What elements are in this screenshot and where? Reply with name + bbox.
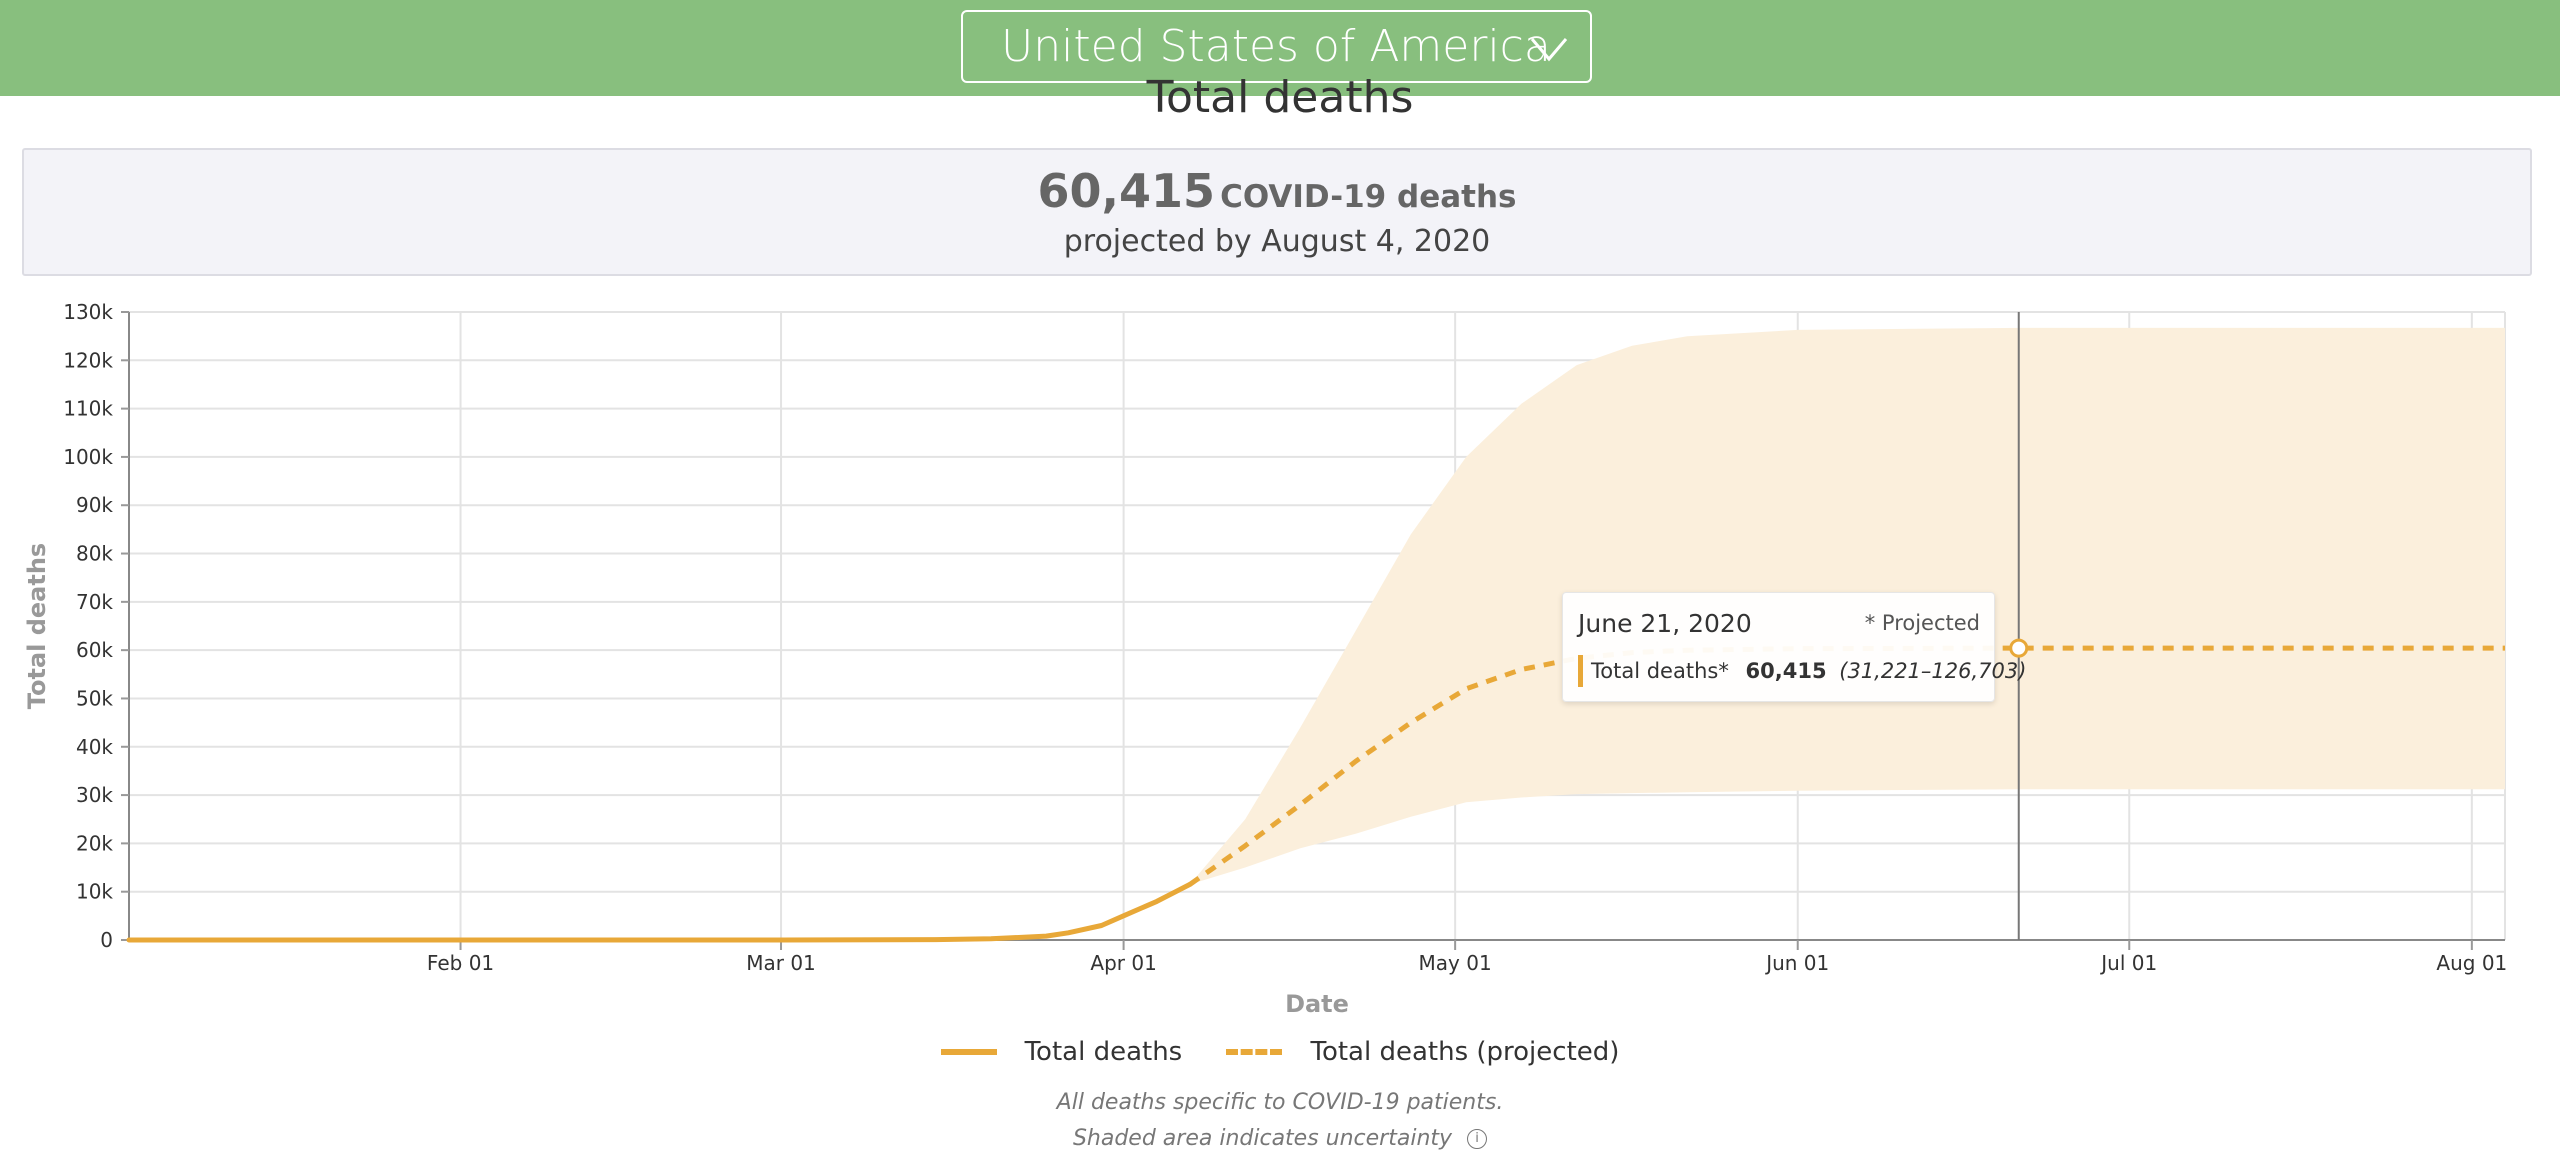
footnote-uncertainty-text: Shaded area indicates uncertainty [1072,1126,1453,1151]
y-tick-label: 30k [76,783,113,807]
x-tick-label: May 01 [1419,951,1492,975]
summary-unit: COVID-19 deaths [1220,179,1517,215]
y-tick-label: 110k [63,397,113,421]
x-tick-label: Feb 01 [427,951,494,975]
legend-swatch-dashed [1226,1049,1283,1055]
summary-subtitle: projected by August 4, 2020 [1063,224,1491,259]
legend-label-projected: Total deaths (projected) [1310,1037,1620,1067]
y-axis-ticks: 0 10k 20k 30k 40k 50k 60k 70k 80k 90k 100k 110k 120k… [63,300,129,952]
summary-number: 60,415 [1037,164,1216,218]
y-tick-label: 80k [76,542,113,566]
y-tick-label: 50k [76,686,113,710]
x-tick-label: Jun 01 [1764,951,1829,975]
country-dropdown[interactable]: United States of America [961,10,1592,83]
deaths-chart[interactable]: 0 10k 20k 30k 40k 50k 60k 70k 80k 90k 100k 110k 120k… [0,290,2560,1020]
y-tick-label: 10k [76,880,113,904]
legend-swatch-solid [940,1049,997,1055]
x-tick-label: Aug 01 [2436,951,2507,975]
y-tick-label: 40k [76,735,113,759]
tooltip-series-label: Total deaths* [1591,659,1729,683]
chart-tooltip: June 21, 2020 * Projected Total deaths* … [1562,592,2026,702]
tooltip-value: 60,415 [1745,659,1827,683]
y-tick-label: 130k [63,300,113,324]
tooltip-date: June 21, 2020 [1578,609,1752,638]
x-tick-label: Mar 01 [746,951,816,975]
y-tick-label: 90k [76,493,113,517]
hover-marker [2009,638,2029,658]
chevron-down-icon [1530,38,1568,62]
legend-item-actual[interactable]: Total deaths [940,1037,1183,1067]
x-tick-label: Apr 01 [1090,951,1156,975]
footnote-uncertainty: Shaded area indicates uncertainty i [0,1126,2560,1151]
x-axis-title: Date [1285,990,1349,1018]
y-tick-label: 120k [63,348,113,372]
y-tick-label: 100k [63,445,113,469]
summary-headline: 60,415 COVID-19 deaths [24,164,2530,218]
tooltip-range: (31,221–126,703) [1839,659,2027,683]
y-tick-label: 0 [100,928,113,952]
series-lines [126,645,2505,943]
x-tick-label: Jul 01 [2099,951,2157,975]
legend-item-projected[interactable]: Total deaths (projected) [1226,1037,1619,1067]
info-icon[interactable]: i [1467,1129,1488,1149]
x-axis-ticks: Feb 01 Mar 01 Apr 01 May 01 Jun 01 Jul 01 Aug … [427,940,2507,975]
country-dropdown-label: United States of America [1001,21,1551,72]
legend-label-actual: Total deaths [1024,1037,1183,1067]
footnote-deaths: All deaths specific to COVID-19 patients… [1056,1090,1504,1115]
y-axis-title: Total deaths [23,543,51,709]
y-tick-label: 20k [76,831,113,855]
y-tick-label: 70k [76,590,113,614]
top-bar: United States of America [0,0,2560,96]
tooltip-series-swatch [1578,655,1583,687]
tooltip-row: Total deaths* 60,415 (31,221–126,703) [1591,659,2026,683]
summary-box: 60,415 COVID-19 deaths projected by Augu… [22,148,2532,276]
series-line-actual [126,881,1193,943]
tooltip-projected-flag: * Projected [1864,611,1980,635]
chart-legend: Total deaths Total deaths (projected) [0,1032,2560,1068]
section-title: Total deaths [1146,72,1414,123]
y-tick-label: 60k [76,638,113,662]
